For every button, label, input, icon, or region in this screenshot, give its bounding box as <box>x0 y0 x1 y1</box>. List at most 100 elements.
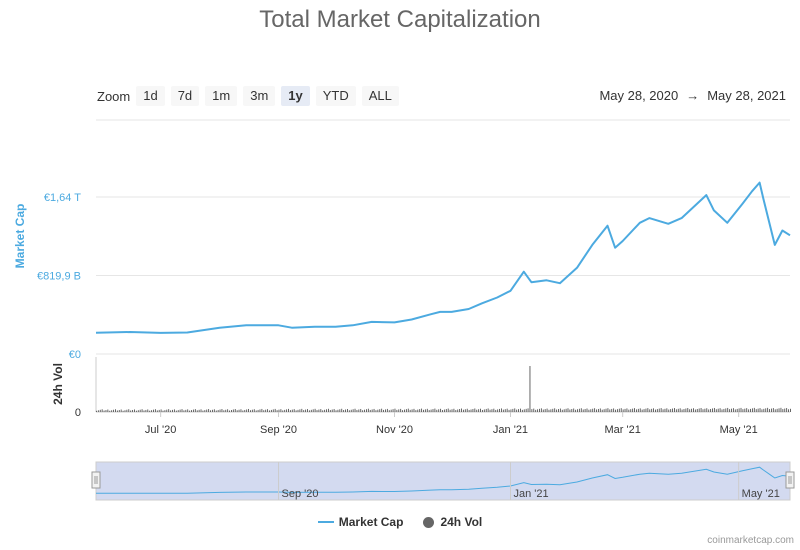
legend-item-market-cap[interactable]: Market Cap <box>317 515 403 529</box>
volume-bar <box>641 409 643 412</box>
navigator-line <box>95 466 791 494</box>
volume-bar <box>691 408 693 412</box>
volume-bar <box>483 409 485 412</box>
volume-bar <box>784 408 786 412</box>
date-to[interactable]: May 28, 2021 <box>707 88 786 103</box>
zoom-3m-button[interactable]: 3m <box>243 86 276 106</box>
volume-bar <box>377 409 379 412</box>
zoom-all-button[interactable]: ALL <box>361 86 399 106</box>
volume-bar <box>394 408 396 412</box>
credits-link[interactable]: coinmarketcap.com <box>707 535 794 546</box>
volume-bar <box>468 409 470 412</box>
volume-bar <box>118 410 120 412</box>
volume-bar <box>757 408 759 412</box>
volume-bar <box>149 410 151 412</box>
volume-bar <box>248 408 250 412</box>
volume-bar <box>774 409 776 412</box>
volume-bar <box>160 409 162 412</box>
volume-bar <box>367 408 369 412</box>
volume-bar <box>187 409 189 412</box>
volume-bar <box>755 409 757 412</box>
volume-bar <box>132 409 134 412</box>
volume-bar <box>204 410 206 412</box>
legend-item-volume[interactable]: 24h Vol <box>423 515 482 529</box>
volume-bar <box>234 409 236 412</box>
x-tick-label: Mar '21 <box>605 424 641 436</box>
volume-bar <box>466 408 468 412</box>
volume-bar <box>263 410 265 412</box>
volume-bar <box>713 407 715 412</box>
volume-bar <box>689 409 691 412</box>
volume-bar <box>704 408 706 412</box>
zoom-1y-button[interactable]: 1y <box>281 86 310 106</box>
volume-bar <box>521 409 523 412</box>
volume-bar <box>417 409 419 412</box>
navigator-tick-label: May '21 <box>742 488 780 500</box>
x-axis: Jul '20 Sep '20 Nov '20 Jan '21 Mar '21 May '… <box>145 412 758 436</box>
volume-bar <box>154 409 156 412</box>
zoom-ytd-button[interactable]: YTD <box>315 86 356 106</box>
volume-bar <box>111 410 113 412</box>
volume-bar <box>405 409 407 412</box>
volume-bar <box>172 409 173 412</box>
volume-bar <box>596 409 597 412</box>
navigator-left-handle[interactable] <box>91 471 101 489</box>
market-cap-line <box>95 181 791 334</box>
volume-bar <box>284 409 286 412</box>
volume-bar <box>164 410 166 412</box>
volume-bar <box>413 408 415 412</box>
grid-lines <box>95 119 790 413</box>
volume-bar <box>474 408 476 412</box>
volume-bar <box>637 408 639 412</box>
volume-bar <box>329 410 331 412</box>
volume-bar <box>289 410 291 412</box>
volume-bar <box>540 408 542 412</box>
volume-bar <box>485 408 487 412</box>
volume-bar <box>599 408 601 412</box>
volume-bar <box>411 409 413 412</box>
volume-bar <box>487 408 489 412</box>
volume-bar <box>364 409 365 412</box>
volume-bar <box>151 410 153 412</box>
volume-bar <box>282 410 284 412</box>
volume-bar <box>236 410 238 412</box>
volume-bar <box>550 409 552 412</box>
volume-bar <box>675 409 677 412</box>
volume-bar <box>278 409 280 412</box>
volume-bar <box>729 409 731 412</box>
volume-bar <box>717 408 719 412</box>
volume-bar <box>527 408 529 412</box>
volume-bar <box>198 409 200 412</box>
volume-bar <box>445 409 447 412</box>
volume-bar <box>327 408 329 412</box>
date-from[interactable]: May 28, 2020 <box>599 88 679 103</box>
volume-bar <box>341 408 343 412</box>
volume-bar <box>651 408 653 412</box>
volume-bar <box>208 409 210 412</box>
volume-bar <box>694 409 696 412</box>
volume-bar <box>516 409 518 412</box>
volume-bar <box>533 408 535 412</box>
volume-bar <box>508 409 510 412</box>
zoom-1m-button[interactable]: 1m <box>205 86 238 106</box>
volume-bar <box>202 410 204 412</box>
volume-bar <box>537 409 539 412</box>
zoom-bar: Zoom 1d 7d 1m 3m 1y YTD ALL <box>97 86 405 106</box>
navigator-tick-label: Sep '20 <box>282 488 319 500</box>
volume-bar <box>438 409 440 412</box>
navigator-right-handle[interactable] <box>785 471 795 489</box>
volume-bar <box>177 410 179 412</box>
zoom-1d-button[interactable]: 1d <box>136 86 165 106</box>
volume-bar <box>655 409 656 412</box>
volume-bar <box>358 409 360 412</box>
volume-bar <box>386 408 388 412</box>
volume-bar <box>556 409 558 412</box>
volume-bar <box>544 409 546 412</box>
volume-bar <box>662 409 664 412</box>
volume-bar <box>761 409 763 412</box>
volume-bar <box>120 409 122 412</box>
zoom-7d-button[interactable]: 7d <box>170 86 200 106</box>
volume-bar <box>314 408 316 412</box>
volume-bar <box>426 408 428 412</box>
volume-bar <box>255 410 257 412</box>
